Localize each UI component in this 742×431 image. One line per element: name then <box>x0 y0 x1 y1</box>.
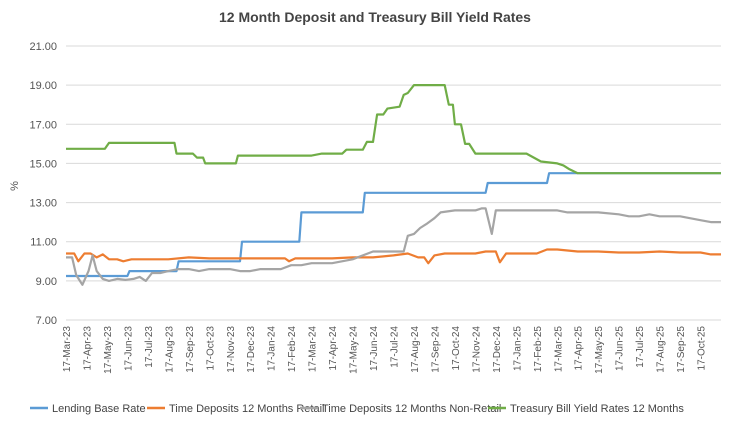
x-tick-label: 17-Nov-24 <box>471 326 482 373</box>
y-tick-label: 17.00 <box>29 119 57 131</box>
series-lines <box>66 83 721 286</box>
x-tick-label: 17-Sep-24 <box>430 326 441 373</box>
y-axis-label: % <box>9 181 21 191</box>
y-tick-label: 15.00 <box>29 158 57 170</box>
x-tick-label: 17-Jul-23 <box>144 326 155 368</box>
x-tick-label: 17-Mar-24 <box>308 326 319 373</box>
y-tick-label: 11.00 <box>30 237 57 249</box>
x-tick-label: 17-Aug-24 <box>410 326 421 373</box>
x-tick-label: 17-Mar-25 <box>553 326 564 373</box>
series-line <box>66 172 721 278</box>
y-tick-label: 19.00 <box>29 80 57 92</box>
x-tick-label: 17-Feb-25 <box>533 326 544 373</box>
x-tick-label: 17-Oct-24 <box>451 326 462 371</box>
x-tick-label: 17-Dec-23 <box>246 326 257 373</box>
x-tick-label: 17-Jun-24 <box>369 326 380 371</box>
series-line <box>66 83 721 175</box>
series-line <box>66 207 721 286</box>
legend-label: Time Deposits 12 Months Non-Retail <box>322 403 501 415</box>
x-tick-label: 17-Apr-24 <box>328 326 339 371</box>
x-tick-label: 17-May-25 <box>594 326 605 374</box>
y-axis-ticks: 7.00 9.00 11.00 13.00 15.00 17.00 19.00 21.00 <box>29 41 57 327</box>
x-tick-label: 17-Sep-23 <box>185 326 196 373</box>
x-tick-label: 17-Feb-24 <box>287 326 298 373</box>
x-tick-label: 17-Jan-24 <box>267 326 278 371</box>
x-tick-label: 17-Aug-23 <box>164 326 175 373</box>
x-tick-label: 17-May-23 <box>103 326 114 374</box>
x-tick-label: 17-Apr-25 <box>574 326 585 371</box>
x-tick-label: 17-Oct-23 <box>205 326 216 371</box>
x-tick-label: 17-Jun-23 <box>123 326 134 371</box>
x-tick-label: 17-Mar-23 <box>62 326 73 373</box>
x-tick-label: 17-Apr-23 <box>82 326 93 371</box>
legend-label: Time Deposits 12 Months Retail <box>169 403 325 415</box>
y-tick-label: 21.00 <box>29 41 57 53</box>
y-tick-label: 13.00 <box>29 198 57 210</box>
legend: Lending Base Rate Time Deposits 12 Months… <box>30 403 684 415</box>
legend-label: Treasury Bill Yield Rates 12 Months <box>510 403 684 415</box>
y-tick-label: 9.00 <box>36 276 57 288</box>
series-line <box>66 248 721 265</box>
x-tick-label: 17-May-24 <box>349 326 360 374</box>
x-tick-label: 17-Jul-24 <box>390 326 401 368</box>
x-tick-label: 17-Oct-25 <box>697 326 708 371</box>
x-tick-label: 17-Dec-24 <box>492 326 503 373</box>
x-tick-label: 17-Aug-25 <box>656 326 667 373</box>
gridlines <box>66 45 721 321</box>
x-tick-label: 17-Jul-25 <box>635 326 646 368</box>
y-tick-label: 7.00 <box>36 315 57 327</box>
chart-title: 12 Month Deposit and Treasury Bill Yield… <box>219 9 531 25</box>
x-tick-label: 17-Jan-25 <box>512 326 523 371</box>
x-tick-label: 17-Sep-25 <box>676 326 687 373</box>
x-tick-label: 17-Jun-25 <box>615 326 626 371</box>
legend-label: Lending Base Rate <box>52 403 146 415</box>
x-tick-label: 17-Nov-23 <box>226 326 237 373</box>
x-axis-ticks: 17-Mar-23 17-Apr-23 17-May-23 17-Jun-23 17-J… <box>62 326 708 374</box>
